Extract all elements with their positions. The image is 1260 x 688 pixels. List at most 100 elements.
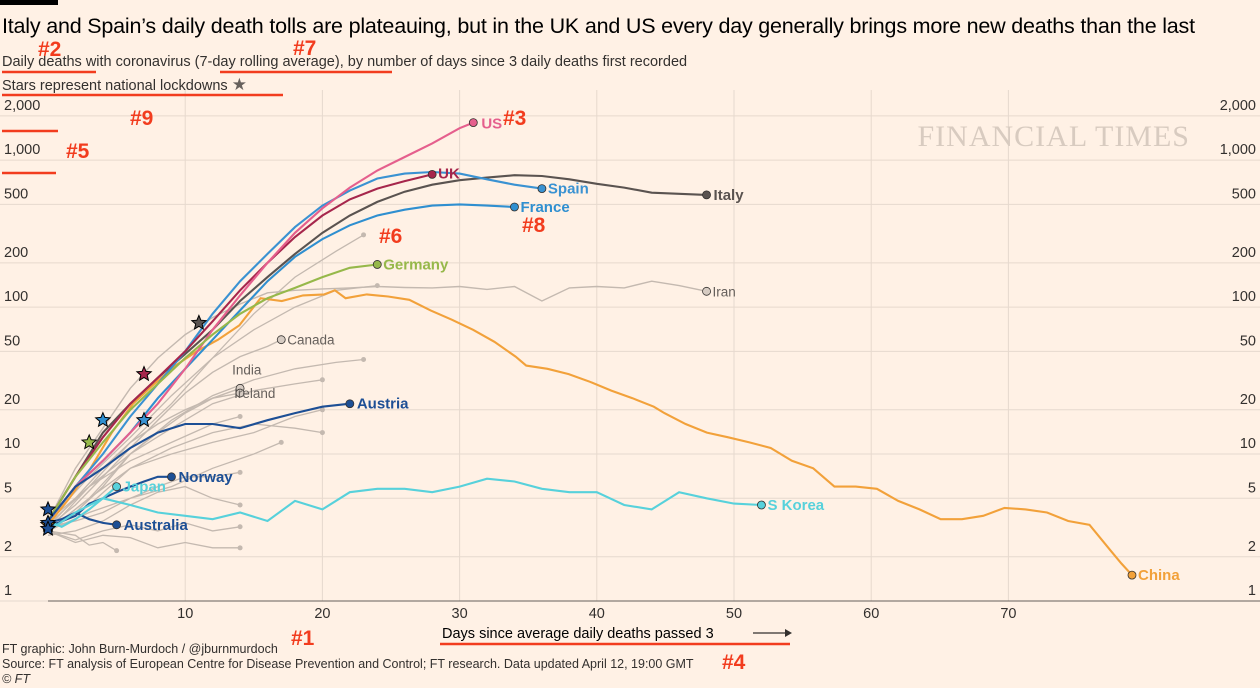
y-tick-label-right: 50 xyxy=(1240,333,1256,349)
s-korea-label: S Korea xyxy=(767,497,824,514)
subtitle-rolling-average: (7-day rolling average) xyxy=(194,54,340,70)
germany-line xyxy=(47,263,378,522)
grey-country-endpoint xyxy=(319,430,325,436)
chart-title: Italy and Spain’s daily death tolls are … xyxy=(2,14,1195,38)
x-axis-arrow-head xyxy=(785,629,792,637)
uk-label: UK xyxy=(438,165,460,182)
grey-country-line xyxy=(47,409,323,532)
x-tick-label: 50 xyxy=(726,606,742,622)
y-tick-label-left: 100 xyxy=(4,289,28,305)
y-tick-label-left: 2,000 xyxy=(4,98,40,114)
grey-country-endpoint xyxy=(237,545,243,551)
footer-copyright: © FT xyxy=(2,672,30,686)
x-tick-label: 40 xyxy=(589,606,605,622)
australia-label: Australia xyxy=(124,517,189,534)
grey-country-endpoint xyxy=(319,377,325,383)
grey-country-endpoint xyxy=(114,548,120,554)
grey-country-line xyxy=(47,284,378,522)
australia-endpoint xyxy=(112,520,121,530)
x-tick-label: 30 xyxy=(452,606,468,622)
us-line xyxy=(47,121,474,522)
y-tick-label-left: 50 xyxy=(4,333,20,349)
s-korea-endpoint xyxy=(757,500,766,510)
y-tick-label-left: 200 xyxy=(4,245,28,261)
lockdown-star-australia xyxy=(39,519,57,536)
y-tick-label-right: 2 xyxy=(1248,539,1256,555)
y-tick-label-left: 1,000 xyxy=(4,142,40,158)
ireland-line xyxy=(47,392,241,528)
ireland-endpoint xyxy=(235,388,245,398)
chart-subtitle: Daily deaths with coronavirus (7-day rol… xyxy=(2,54,687,70)
grey-country-line xyxy=(47,415,241,522)
y-tick-label-right: 500 xyxy=(1232,186,1256,202)
stars-note: Stars represent national lockdowns xyxy=(2,78,228,94)
lockdown-star-france xyxy=(94,411,112,428)
france-label: France xyxy=(520,199,569,216)
italy-label: Italy xyxy=(714,187,745,204)
spain-line xyxy=(47,170,543,522)
grey-country-line xyxy=(47,471,241,528)
grey-country-line xyxy=(47,358,364,532)
spain-label: Spain xyxy=(548,181,589,198)
y-tick-label-right: 2,000 xyxy=(1220,98,1256,114)
annotation-marker-7: #7 xyxy=(293,37,316,60)
annotation-marker-4: #4 xyxy=(722,651,746,674)
france-line xyxy=(47,203,515,522)
lockdown-star-italy xyxy=(190,314,208,331)
norway-endpoint xyxy=(167,472,176,482)
uk-line xyxy=(47,173,433,522)
y-tick-label-left: 500 xyxy=(4,186,28,202)
x-tick-label: 20 xyxy=(314,606,330,622)
lockdown-star-uk xyxy=(135,365,153,382)
annotation-marker-5: #5 xyxy=(66,140,90,163)
lockdown-star-germany xyxy=(80,433,98,450)
norway-label: Norway xyxy=(178,469,233,486)
x-tick-label: 10 xyxy=(177,606,193,622)
footer-source: Source: FT analysis of European Centre f… xyxy=(2,657,694,671)
annotation-marker-2: #2 xyxy=(38,38,61,61)
ft-brand-bar xyxy=(0,0,58,5)
subtitle-rest: , by number of days since 3 daily deaths… xyxy=(339,54,688,70)
x-tick-label: 70 xyxy=(1000,606,1016,622)
footer-credit: FT graphic: John Burn-Murdoch / @jburnmu… xyxy=(2,642,278,656)
y-tick-label-right: 1,000 xyxy=(1220,142,1256,158)
france-endpoint xyxy=(510,202,519,212)
s-korea-line xyxy=(47,477,762,532)
austria-label: Austria xyxy=(357,396,409,413)
japan-line xyxy=(47,485,118,528)
china-label: China xyxy=(1138,567,1180,584)
lockdown-star-norway xyxy=(39,500,57,517)
us-label: US xyxy=(481,116,502,133)
grey-country-line xyxy=(47,441,282,532)
grey-country-endpoint xyxy=(237,502,243,508)
star-icon: ★ xyxy=(231,75,247,94)
y-tick-label-right: 1 xyxy=(1248,583,1256,599)
canada-endpoint xyxy=(276,335,286,345)
y-tick-label-left: 2 xyxy=(4,539,12,555)
china-endpoint xyxy=(1127,570,1137,580)
austria-line xyxy=(47,402,350,522)
annotation-marker-9: #9 xyxy=(130,107,153,130)
grey-country-endpoint xyxy=(237,524,243,530)
subtitle-daily-deaths: Daily deaths xyxy=(2,54,82,70)
y-tick-label-left: 5 xyxy=(4,480,12,496)
japan-endpoint xyxy=(112,482,121,492)
x-axis-label: Days since average daily deaths passed 3 xyxy=(442,626,714,642)
grey-country-endpoint xyxy=(319,407,325,413)
ireland-label: Ireland xyxy=(234,386,275,401)
annotation-marker-3: #3 xyxy=(503,107,526,130)
grey-country-line xyxy=(47,379,323,526)
x-tick-label: 60 xyxy=(863,606,879,622)
y-tick-label-left: 20 xyxy=(4,392,20,408)
canada-line xyxy=(47,339,282,528)
iran-label: Iran xyxy=(713,284,736,299)
india-label: India xyxy=(232,362,262,377)
grey-country-endpoint xyxy=(237,469,243,475)
y-tick-label-right: 5 xyxy=(1248,480,1256,496)
y-tick-label-right: 20 xyxy=(1240,392,1256,408)
grey-country-endpoint xyxy=(278,439,284,445)
grey-country-line xyxy=(47,530,241,549)
y-tick-label-right: 100 xyxy=(1232,289,1256,305)
grey-country-endpoint xyxy=(361,356,367,362)
subtitle-with-coronavirus: with coronavirus xyxy=(81,54,195,70)
